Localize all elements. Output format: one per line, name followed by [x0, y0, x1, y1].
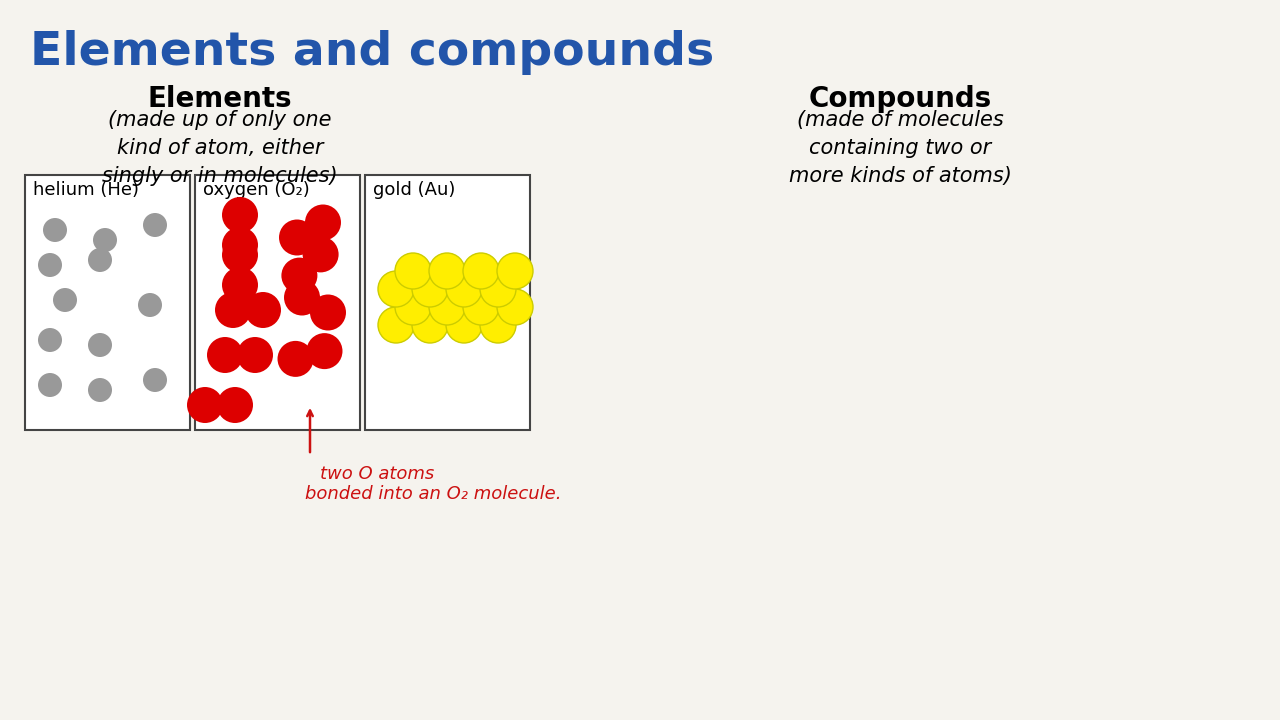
- Circle shape: [88, 248, 113, 272]
- Text: (made of molecules
containing two or
more kinds of atoms): (made of molecules containing two or mor…: [788, 110, 1011, 186]
- Circle shape: [310, 294, 346, 330]
- Circle shape: [221, 237, 259, 273]
- Circle shape: [279, 220, 315, 256]
- Circle shape: [187, 387, 223, 423]
- Circle shape: [480, 271, 516, 307]
- Circle shape: [88, 333, 113, 357]
- Circle shape: [138, 293, 163, 317]
- Circle shape: [412, 271, 448, 307]
- Circle shape: [278, 341, 314, 377]
- Circle shape: [143, 368, 166, 392]
- Bar: [195, 175, 360, 430]
- Circle shape: [445, 271, 483, 307]
- Circle shape: [306, 333, 343, 369]
- Text: helium (He): helium (He): [33, 181, 140, 199]
- Circle shape: [38, 373, 61, 397]
- Circle shape: [445, 307, 483, 343]
- Circle shape: [221, 227, 259, 263]
- Text: Compounds: Compounds: [809, 85, 992, 113]
- Circle shape: [302, 236, 339, 272]
- Circle shape: [52, 288, 77, 312]
- Circle shape: [463, 289, 499, 325]
- Circle shape: [463, 253, 499, 289]
- Circle shape: [44, 218, 67, 242]
- Circle shape: [221, 197, 259, 233]
- Text: Elements: Elements: [147, 85, 292, 113]
- Circle shape: [378, 307, 413, 343]
- Bar: [26, 175, 189, 430]
- Text: Elements and compounds: Elements and compounds: [29, 30, 714, 75]
- Circle shape: [221, 267, 259, 303]
- Text: two O atoms: two O atoms: [320, 465, 434, 483]
- Bar: [365, 175, 530, 430]
- Circle shape: [282, 258, 317, 294]
- Text: bonded into an O₂ molecule.: bonded into an O₂ molecule.: [305, 485, 562, 503]
- Circle shape: [88, 378, 113, 402]
- Circle shape: [93, 228, 116, 252]
- Circle shape: [207, 337, 243, 373]
- Circle shape: [396, 253, 431, 289]
- Circle shape: [396, 289, 431, 325]
- Circle shape: [38, 328, 61, 352]
- Circle shape: [497, 289, 532, 325]
- Circle shape: [480, 307, 516, 343]
- Circle shape: [38, 253, 61, 277]
- Circle shape: [284, 279, 320, 315]
- Circle shape: [237, 337, 273, 373]
- Circle shape: [497, 253, 532, 289]
- Circle shape: [215, 292, 251, 328]
- Circle shape: [143, 213, 166, 237]
- Circle shape: [429, 253, 465, 289]
- Circle shape: [218, 387, 253, 423]
- Circle shape: [429, 289, 465, 325]
- Circle shape: [244, 292, 282, 328]
- Circle shape: [378, 271, 413, 307]
- Text: gold (Au): gold (Au): [372, 181, 456, 199]
- Circle shape: [412, 307, 448, 343]
- Text: (made up of only one
kind of atom, either
singly or in molecules): (made up of only one kind of atom, eithe…: [102, 110, 338, 186]
- Circle shape: [305, 204, 340, 240]
- Text: oxygen (O₂): oxygen (O₂): [204, 181, 310, 199]
